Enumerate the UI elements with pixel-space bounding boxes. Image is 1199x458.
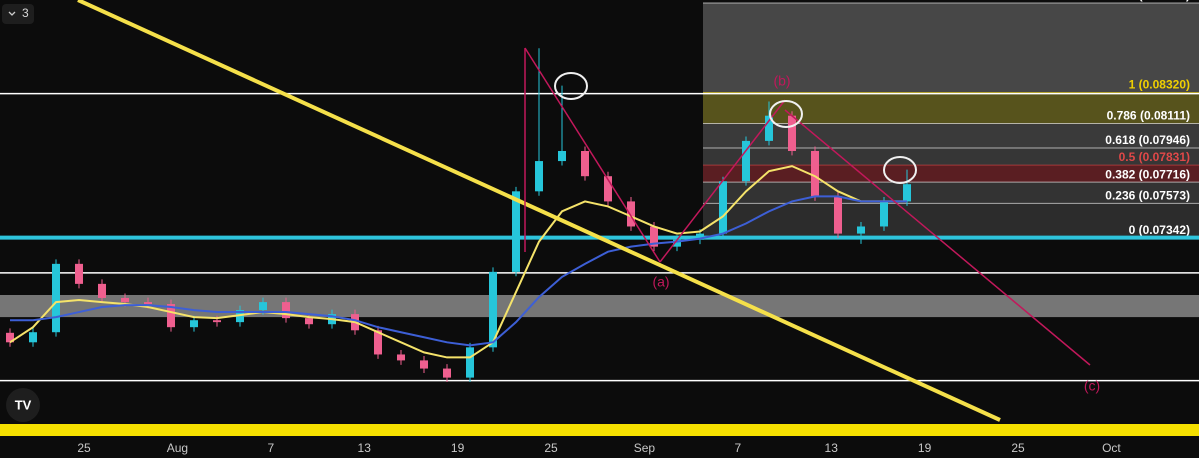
fib-label: 1.618 (0.08924) xyxy=(1105,0,1190,2)
x-tick-label: 19 xyxy=(918,441,932,455)
candle-body xyxy=(696,233,704,240)
wave-label: (c) xyxy=(1084,378,1100,394)
candle-body xyxy=(29,332,37,343)
range-band xyxy=(0,294,1199,318)
moving-average xyxy=(9,165,907,359)
candle-body xyxy=(282,302,290,319)
candle-body xyxy=(443,368,451,378)
x-axis-strip xyxy=(0,436,1199,458)
fib-band xyxy=(703,203,1199,238)
chevron-icon xyxy=(8,11,16,16)
fib-band xyxy=(703,92,1199,124)
interval-badge: 3 xyxy=(22,6,29,20)
candle-body xyxy=(673,239,681,247)
highlight-circle xyxy=(883,156,917,184)
x-tick-label: 13 xyxy=(825,441,839,455)
fib-label: 0.236 (0.07573) xyxy=(1105,189,1190,203)
candle-body xyxy=(558,150,566,162)
x-tick-label: 25 xyxy=(544,441,558,455)
fib-band xyxy=(703,148,1199,166)
x-tick-label: 25 xyxy=(77,441,91,455)
x-axis: 25 Aug 7 13 19 25 Sep 7 13 19 25 Oct xyxy=(77,441,1121,455)
candle-body xyxy=(811,150,819,197)
candle-body xyxy=(512,191,520,272)
moving-average xyxy=(10,195,907,347)
trendline xyxy=(77,0,1001,422)
x-tick-label: Oct xyxy=(1102,441,1121,455)
candle-body xyxy=(190,320,198,328)
marks-layer xyxy=(6,48,911,383)
candle-body xyxy=(719,181,727,234)
candle-body xyxy=(604,176,612,202)
candle-body xyxy=(397,354,405,361)
wave-line xyxy=(659,99,786,263)
candle-body xyxy=(742,140,750,182)
fib-label: 0 (0.07342) xyxy=(1129,223,1190,237)
candle-body xyxy=(75,263,83,284)
fib-label: 0.5 (0.07831) xyxy=(1119,150,1190,164)
x-tick-label: 25 xyxy=(1011,441,1025,455)
highlight-circle xyxy=(769,100,803,128)
candle-body xyxy=(581,150,589,177)
wave-label: (a) xyxy=(652,274,669,290)
candle-body xyxy=(52,263,60,333)
x-tick-label: Aug xyxy=(167,441,188,455)
candle-body xyxy=(305,318,313,325)
candle-body xyxy=(880,201,888,227)
fib-band xyxy=(703,182,1199,204)
wave-line xyxy=(524,47,661,263)
candle-body xyxy=(650,226,658,247)
x-tick-label: Sep xyxy=(634,441,656,455)
highlight-circle xyxy=(554,72,588,100)
x-tick-label: 19 xyxy=(451,441,465,455)
interval-button[interactable] xyxy=(2,4,34,24)
candle-body xyxy=(788,115,796,151)
candle-body xyxy=(627,201,635,227)
wave-line xyxy=(784,109,1091,366)
candle-body xyxy=(98,283,106,298)
x-tick-label: 13 xyxy=(358,441,372,455)
candle-body xyxy=(765,115,773,141)
candle-body xyxy=(121,297,129,303)
candle-body xyxy=(535,161,543,192)
candle-body xyxy=(466,347,474,378)
fib-label: 0.618 (0.07946) xyxy=(1105,133,1190,147)
x-tick-label: 7 xyxy=(734,441,741,455)
candle-body xyxy=(6,332,14,343)
drawings: (a) (b) (c) xyxy=(77,0,1100,422)
logo-mark: TV xyxy=(15,397,32,412)
fib-label: 0.382 (0.07716) xyxy=(1105,167,1190,181)
candle-body xyxy=(420,360,428,369)
fib-label: 0.786 (0.08111) xyxy=(1107,109,1190,123)
fib-band xyxy=(703,165,1199,183)
candle-body xyxy=(167,304,175,328)
candle-body xyxy=(489,271,497,348)
candle-body xyxy=(259,302,267,311)
logo xyxy=(6,388,40,422)
candle-body xyxy=(834,196,842,234)
x-tick-label: 7 xyxy=(267,441,274,455)
candle-body xyxy=(213,320,221,323)
candle-body xyxy=(903,184,911,202)
wave-label: (b) xyxy=(773,73,790,89)
candle-body xyxy=(857,226,865,234)
candle-body xyxy=(144,302,152,305)
fib-band xyxy=(703,2,1199,93)
fib-label: 1 (0.08320) xyxy=(1129,78,1190,92)
candle-body xyxy=(374,330,382,355)
